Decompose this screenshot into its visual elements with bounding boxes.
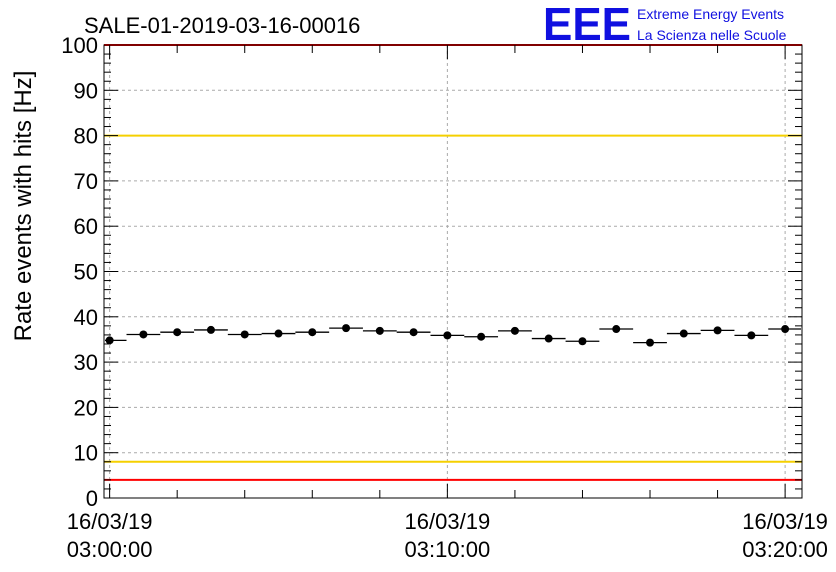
y-tick-label: 70	[74, 169, 98, 194]
data-points	[105, 324, 801, 347]
grid-lines	[104, 45, 802, 498]
data-point	[173, 328, 182, 337]
y-tick-label: 20	[74, 395, 98, 420]
data-point	[781, 325, 790, 334]
y-axis-label: Rate events with hits [Hz]	[10, 71, 37, 342]
y-tick-label: 100	[61, 33, 98, 58]
y-tick-label: 10	[74, 441, 98, 466]
data-point	[308, 328, 317, 337]
data-point	[409, 328, 418, 337]
x-tick-label-date: 16/03/19	[67, 509, 153, 534]
data-point	[477, 332, 486, 341]
reference-lines	[104, 44, 802, 481]
y-tick-label: 80	[74, 124, 98, 149]
data-point	[679, 329, 688, 338]
x-tick-label-time: 03:20:00	[742, 537, 828, 562]
x-tick-labels: 16/03/19 03:00:00 16/03/19 03:10:00 16/03/19…	[67, 509, 828, 562]
eee-logo: EEE Extreme Energy Events La Scienza nel…	[543, 0, 787, 50]
y-tick-label: 0	[86, 486, 98, 511]
y-tick-labels: 0 10 20 30 40 50 60 70 80 90 100	[61, 33, 98, 511]
axis-ticks	[104, 44, 802, 499]
logo-line-2: La Scienza nelle Scuole	[637, 27, 787, 43]
data-point	[443, 331, 452, 340]
x-tick-label-time: 03:10:00	[405, 537, 491, 562]
x-tick-label-date: 16/03/19	[405, 509, 491, 534]
data-point	[274, 329, 283, 338]
y-tick-label: 60	[74, 214, 98, 239]
data-point	[105, 336, 114, 345]
logo-line-1: Extreme Energy Events	[637, 6, 784, 22]
data-point	[240, 330, 249, 339]
data-point	[713, 326, 722, 335]
data-point	[646, 338, 655, 347]
data-point	[375, 326, 384, 335]
chart-title: SALE-01-2019-03-16-00016	[84, 13, 360, 38]
data-point	[544, 334, 553, 343]
data-point	[612, 325, 621, 334]
x-tick-label-time: 03:00:00	[67, 537, 153, 562]
y-tick-label: 90	[74, 78, 98, 103]
data-point	[747, 331, 756, 340]
y-tick-label: 30	[74, 350, 98, 375]
data-point	[342, 324, 351, 333]
data-point	[578, 337, 587, 346]
data-point	[139, 330, 148, 339]
data-point	[510, 326, 519, 335]
x-tick-label-date: 16/03/19	[742, 509, 828, 534]
data-point	[206, 325, 215, 334]
y-tick-label: 40	[74, 305, 98, 330]
y-tick-label: 50	[74, 260, 98, 285]
logo-eee-text: EEE	[543, 0, 631, 50]
